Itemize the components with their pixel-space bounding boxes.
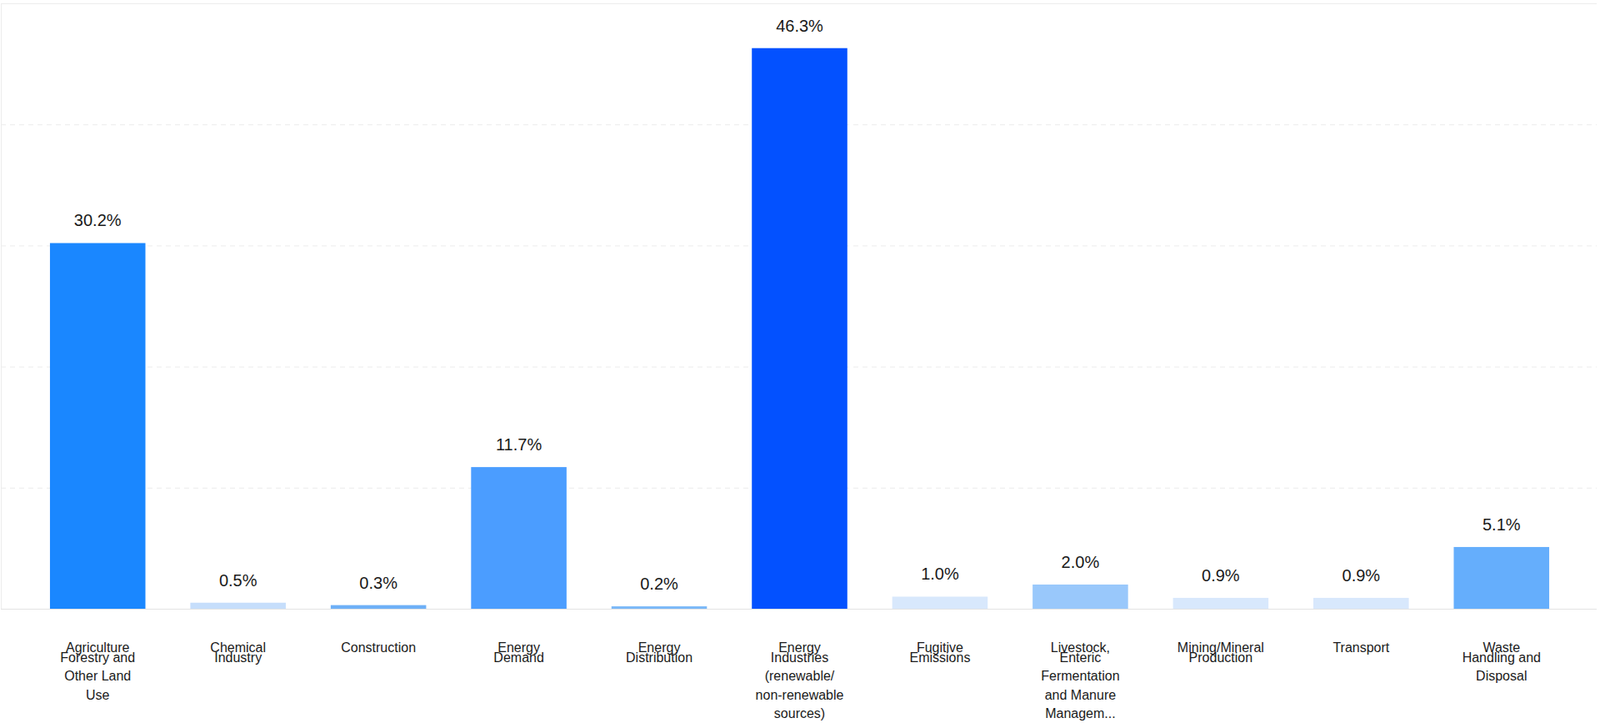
data-label: 0.5%	[219, 570, 258, 590]
x-tick: Construction	[340, 640, 416, 655]
grid-line	[0, 3, 1597, 5]
data-label: 0.9%	[1342, 565, 1381, 585]
x-tick: WasteHandling andDisposal	[1462, 640, 1541, 683]
x-axis: AgricultureForestry andOther LandUseChem…	[28, 609, 1573, 721]
bars	[50, 48, 1550, 609]
x-tick-label: Mining/MineralProduction	[1177, 640, 1265, 664]
x-tick-label: EnergyIndustries(renewable/non-renewable…	[755, 640, 845, 720]
x-tick: ChemicalIndustry	[210, 640, 266, 664]
x-tick: Mining/MineralProduction	[1177, 640, 1265, 664]
y-axis-line	[1, 4, 1598, 610]
x-tick: AgricultureForestry andOther LandUse	[60, 640, 135, 701]
x-tick-label: EnergyDistribution	[625, 640, 693, 664]
x-tick-label-line: and Manure	[1045, 687, 1116, 702]
x-tick-label-line: Distribution	[625, 650, 693, 665]
bar	[470, 466, 567, 609]
x-tick-label: Construction	[340, 640, 416, 655]
x-tick-label: EnergyDemand	[493, 640, 544, 664]
x-tick-label-line: Use	[85, 687, 110, 702]
x-tick-label-line: Production	[1189, 650, 1254, 665]
x-tick-label-line: (renewable/	[765, 668, 835, 683]
x-tick-label-line: Fermentation	[1040, 668, 1120, 683]
x-tick-label: WasteHandling andDisposal	[1462, 640, 1541, 683]
data-label: 0.3%	[359, 573, 398, 592]
data-label: 30.2%	[74, 210, 122, 230]
bar	[190, 602, 286, 609]
bar	[751, 48, 848, 609]
x-tick: EnergyDemand	[493, 640, 544, 664]
data-label: 2.0%	[1061, 552, 1100, 571]
x-tick: EnergyDistribution	[625, 640, 693, 664]
x-tick: Transport	[1332, 640, 1390, 655]
x-tick-label-line: Demand	[493, 650, 544, 665]
bar	[611, 605, 708, 609]
data-label: 11.7%	[495, 435, 542, 454]
data-labels: 30.2% 0.5% 0.3% 11.7% 0.2% 46.3% 1.0% 2.0% 0.9% 0…	[74, 16, 1521, 593]
x-tick-label-line: Disposal	[1475, 668, 1527, 683]
x-tick: FugitiveEmissions	[910, 640, 971, 664]
bar	[1313, 597, 1410, 609]
bar	[1453, 546, 1550, 609]
x-tick-label-line: Industries	[770, 650, 829, 665]
x-tick-label-line: non-renewable	[755, 687, 845, 702]
y-tick	[0, 3, 1597, 5]
x-tick-label-line: Forestry and	[60, 650, 135, 665]
x-tick-label: ChemicalIndustry	[210, 640, 266, 664]
bar	[330, 605, 427, 609]
data-label: 46.3%	[775, 16, 824, 35]
x-tick-label-line: Construction	[340, 640, 416, 655]
x-tick-label-line: Emissions	[910, 650, 971, 665]
bar	[1173, 597, 1270, 609]
bar	[892, 595, 989, 609]
chart: AgricultureForestry andOther LandUseChem…	[0, 0, 1600, 728]
x-tick-label-line: Transport	[1332, 640, 1390, 655]
x-tick-label: FugitiveEmissions	[910, 640, 971, 664]
x-tick-label-line: Industry	[214, 650, 262, 665]
x-tick-label-line: Handling and	[1462, 650, 1541, 665]
grid-line	[0, 608, 1597, 610]
y-tick	[0, 608, 1597, 610]
data-label: 0.9%	[1201, 565, 1240, 585]
data-label: 1.0%	[920, 564, 960, 583]
data-label: 5.1%	[1482, 515, 1521, 534]
x-tick-label-line: sources)	[774, 705, 825, 720]
x-tick-label: Livestock,EntericFermentationand ManureM…	[1040, 640, 1120, 720]
y-axis	[0, 4, 1597, 610]
bar	[50, 242, 146, 609]
x-tick-label: AgricultureForestry andOther LandUse	[60, 640, 135, 701]
x-tick: EnergyIndustries(renewable/non-renewable…	[755, 640, 845, 720]
data-label: 0.2%	[640, 574, 679, 593]
x-tick-label-line: Managem...	[1045, 705, 1115, 720]
x-tick-label-line: Enteric	[1060, 650, 1102, 665]
x-tick-label-line: Other Land	[64, 668, 131, 683]
x-tick-label: Transport	[1332, 640, 1390, 655]
bar	[1032, 584, 1129, 609]
x-tick: Livestock,EntericFermentationand ManureM…	[1040, 640, 1120, 720]
x-axis-line	[28, 608, 1573, 610]
